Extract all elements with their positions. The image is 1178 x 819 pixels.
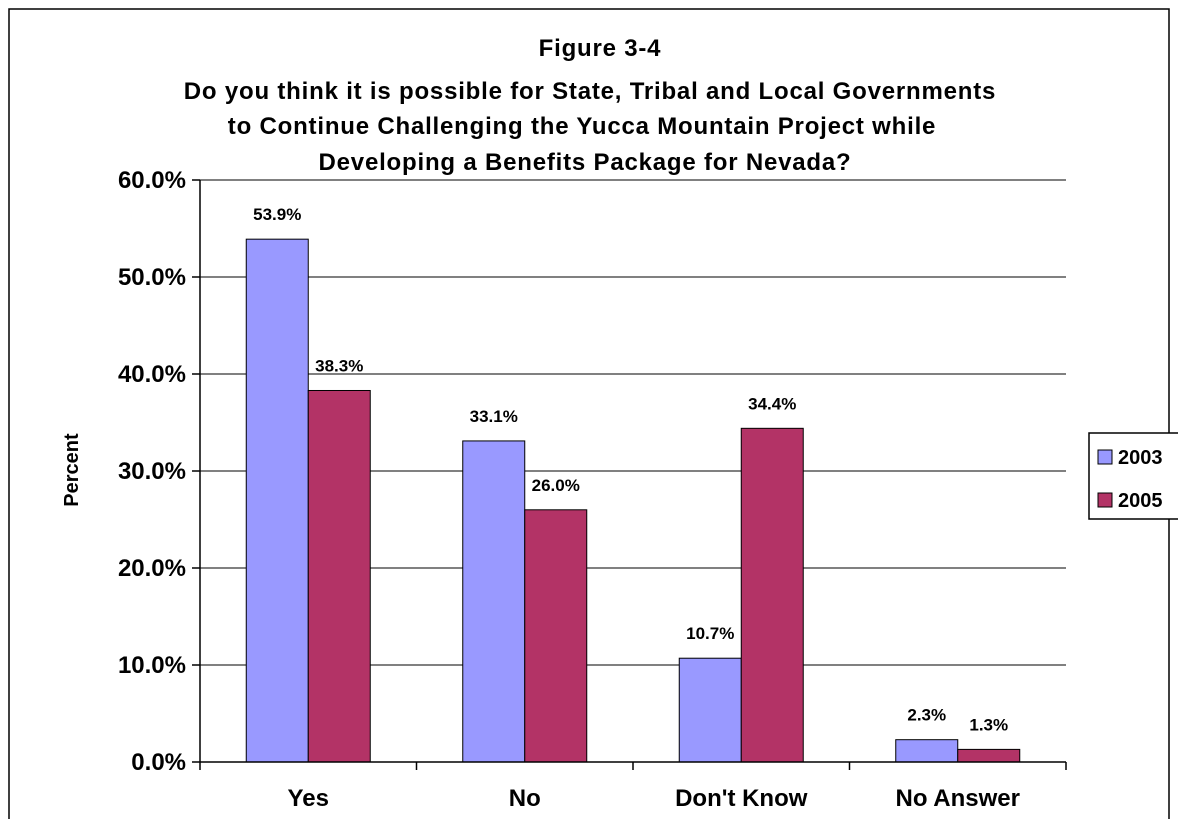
chart-border: [8, 8, 1170, 819]
data-label-2005-2: 34.4%: [748, 394, 796, 413]
y-tick-label: 40.0%: [118, 361, 186, 388]
legend-label-2003: 2003: [1118, 447, 1163, 469]
data-label-2005-1: 26.0%: [532, 476, 580, 495]
y-tick-label: 50.0%: [118, 264, 186, 291]
bar-2003-0: [245, 238, 309, 763]
y-tick-label: 0.0%: [131, 749, 186, 776]
y-axis-title: Percent: [61, 433, 83, 507]
chart-title-line-4: Developing a Benefits Package for Nevada…: [319, 149, 852, 176]
x-tick-label: Yes: [288, 785, 329, 812]
chart-title-line-3: to Continue Challenging the Yucca Mounta…: [228, 113, 936, 140]
y-tick-label: 30.0%: [118, 458, 186, 485]
bar-2005-1: [524, 509, 588, 763]
chart-title: Figure 3-4 Do you think it is possible f…: [184, 35, 996, 176]
bar-2005-0: [307, 389, 371, 763]
bars: [245, 238, 1021, 763]
legend-box: [1088, 432, 1178, 520]
data-label-2003-3: 2.3%: [907, 706, 946, 725]
x-tick-label: No: [509, 785, 541, 812]
bar-2003-1: [462, 440, 526, 763]
x-tick-label: No Answer: [896, 785, 1020, 812]
bar-2005-2: [740, 427, 804, 763]
legend-swatch-2005: [1097, 492, 1113, 508]
y-tick-label: 60.0%: [118, 167, 186, 194]
y-tick-labels: 0.0% 10.0% 20.0% 30.0% 40.0% 50.0% 60.0%: [118, 167, 186, 776]
data-label-2005-3: 1.3%: [969, 715, 1008, 734]
chart-title-line-2: Do you think it is possible for State, T…: [184, 78, 996, 105]
chart-title-line-1: Figure 3-4: [539, 35, 662, 62]
data-label-2003-1: 33.1%: [470, 407, 518, 426]
y-tick-label: 20.0%: [118, 555, 186, 582]
data-label-2003-0: 53.9%: [253, 205, 301, 224]
axes: [192, 179, 1067, 770]
data-label-2005-0: 38.3%: [315, 356, 363, 375]
data-labels: 53.9% 38.3% 33.1% 26.0% 10.7% 34.4% 2.3% 1.3%: [253, 205, 1008, 734]
bar-2003-2: [678, 657, 742, 763]
bar-2005-3: [957, 748, 1021, 763]
bar-2003-3: [895, 739, 959, 763]
legend-label-2005: 2005: [1118, 490, 1163, 512]
legend-swatch-2003: [1097, 449, 1113, 465]
y-tick-label: 10.0%: [118, 652, 186, 679]
x-tick-labels: Yes No Don't Know No Answer: [288, 785, 1020, 812]
legend: 2003 2005: [1088, 432, 1178, 520]
data-label-2003-2: 10.7%: [686, 624, 734, 643]
x-tick-label: Don't Know: [675, 785, 808, 812]
